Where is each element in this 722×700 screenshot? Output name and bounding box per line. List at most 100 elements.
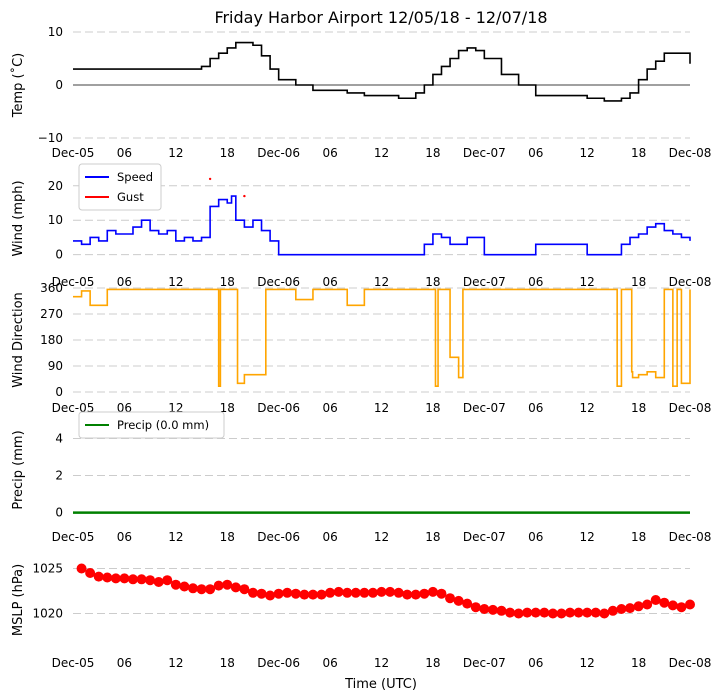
x-tick-label: 18 [220, 146, 235, 160]
x-tick-label: 18 [631, 656, 646, 670]
x-tick-label: 06 [322, 401, 337, 415]
y-tick-label: 0 [55, 78, 63, 92]
mslp-point [145, 575, 156, 586]
mslp-point [162, 575, 173, 586]
mslp-point [530, 607, 541, 618]
y-tick-label: 270 [40, 307, 63, 321]
x-tick-label: Dec-08 [669, 401, 712, 415]
panel-temperature: −10 0 10 Temp (˚C) Dec-05 06 12 18 Dec-06 06 12 18 D… [10, 25, 711, 160]
x-tick-label: 18 [425, 401, 440, 415]
mslp-point [187, 583, 198, 594]
x-tick-label: 12 [168, 146, 183, 160]
mslp-point [453, 595, 464, 606]
x-tick-label: Dec-05 [52, 146, 95, 160]
mslp-point [522, 607, 533, 618]
x-tick-label: 12 [580, 656, 595, 670]
mslp-point [325, 587, 336, 598]
x-tick-label: Dec-06 [257, 275, 300, 289]
x-tick-label: 12 [168, 275, 183, 289]
y-axis-label: MSLP (hPa) [11, 564, 26, 636]
x-tick-label: Dec-08 [669, 146, 712, 160]
x-tick-label: 12 [374, 146, 389, 160]
x-tick-label: 18 [425, 146, 440, 160]
mslp-point [205, 584, 216, 595]
x-tick-label: Dec-07 [463, 275, 506, 289]
mslp-point [179, 581, 190, 592]
x-tick-label: 06 [528, 401, 543, 415]
x-tick-label: Dec-06 [257, 530, 300, 544]
mslp-point [667, 600, 678, 611]
mslp-point [76, 563, 87, 574]
y-tick-label: 360 [40, 281, 63, 295]
mslp-point [350, 587, 361, 598]
mslp-point [547, 608, 558, 619]
y-tick-label: 0 [55, 385, 63, 399]
x-tick-label: Dec-07 [463, 146, 506, 160]
y-tick-label: 180 [40, 333, 63, 347]
x-tick-label: 18 [220, 401, 235, 415]
y-tick-label: −10 [38, 131, 63, 145]
x-tick-label: Dec-07 [463, 530, 506, 544]
mslp-point [505, 607, 516, 618]
x-tick-label: 06 [528, 146, 543, 160]
gust-point [243, 194, 246, 198]
mslp-point [462, 598, 473, 609]
x-tick-label: 18 [631, 401, 646, 415]
x-tick-label: 18 [631, 275, 646, 289]
y-tick-label: 10 [48, 25, 63, 39]
legend-label: Precip (0.0 mm) [117, 418, 209, 432]
x-tick-label: 12 [374, 401, 389, 415]
x-tick-label: 18 [425, 656, 440, 670]
mslp-point [342, 587, 353, 598]
y-tick-label: 4 [55, 432, 63, 446]
mslp-point [599, 608, 610, 619]
x-tick-label: 12 [374, 530, 389, 544]
x-tick-label: Dec-05 [52, 530, 95, 544]
y-tick-label: 2 [55, 469, 63, 483]
mslp-point [436, 588, 447, 599]
mslp-point [136, 574, 147, 585]
mslp-point [247, 587, 258, 598]
x-tick-label: Dec-08 [669, 530, 712, 544]
x-tick-label: Dec-08 [669, 656, 712, 670]
x-tick-label: Dec-06 [257, 401, 300, 415]
mslp-point [222, 579, 233, 590]
legend-box [78, 411, 225, 439]
mslp-point [170, 579, 181, 590]
panel-precip: 0 2 4 Precip (mm) Dec-05 06 12 18 Dec-06 06 12 18 De… [11, 411, 712, 544]
mslp-point [410, 589, 421, 600]
y-axis-label: Wind Direction [11, 292, 26, 388]
x-tick-label: 12 [580, 401, 595, 415]
series-line-speed [73, 195, 691, 256]
mslp-point [590, 607, 601, 618]
mslp-point [496, 605, 507, 616]
x-tick-label: 18 [220, 656, 235, 670]
gust-point [208, 177, 212, 181]
panel-wind_speed: 0 10 20 Wind (mph) Dec-05 06 12 18 Dec-06 06 12 18 D… [11, 163, 711, 289]
mslp-point [573, 607, 584, 618]
x-tick-label: Dec-05 [52, 275, 95, 289]
mslp-point [359, 587, 370, 598]
x-tick-label: 06 [117, 275, 132, 289]
x-tick-label: 18 [220, 275, 235, 289]
y-axis-label: Wind (mph) [11, 180, 26, 256]
mslp-point [290, 588, 301, 599]
mslp-point [633, 601, 644, 612]
x-tick-label: 12 [374, 275, 389, 289]
mslp-point [650, 595, 661, 605]
y-axis-label: Temp (˚C) [10, 53, 26, 119]
y-tick-label: 0 [55, 506, 63, 520]
mslp-point [556, 608, 567, 619]
x-tick-label: 18 [425, 530, 440, 544]
y-tick-label: 1025 [32, 562, 63, 576]
x-tick-label: 18 [631, 530, 646, 544]
mslp-point [393, 587, 404, 598]
y-tick-label: 1020 [32, 607, 63, 621]
x-tick-label: Dec-06 [257, 656, 300, 670]
mslp-point [273, 588, 284, 599]
mslp-point [385, 586, 396, 597]
mslp-point [470, 602, 481, 613]
mslp-point [676, 602, 687, 613]
x-tick-label: 06 [322, 146, 337, 160]
